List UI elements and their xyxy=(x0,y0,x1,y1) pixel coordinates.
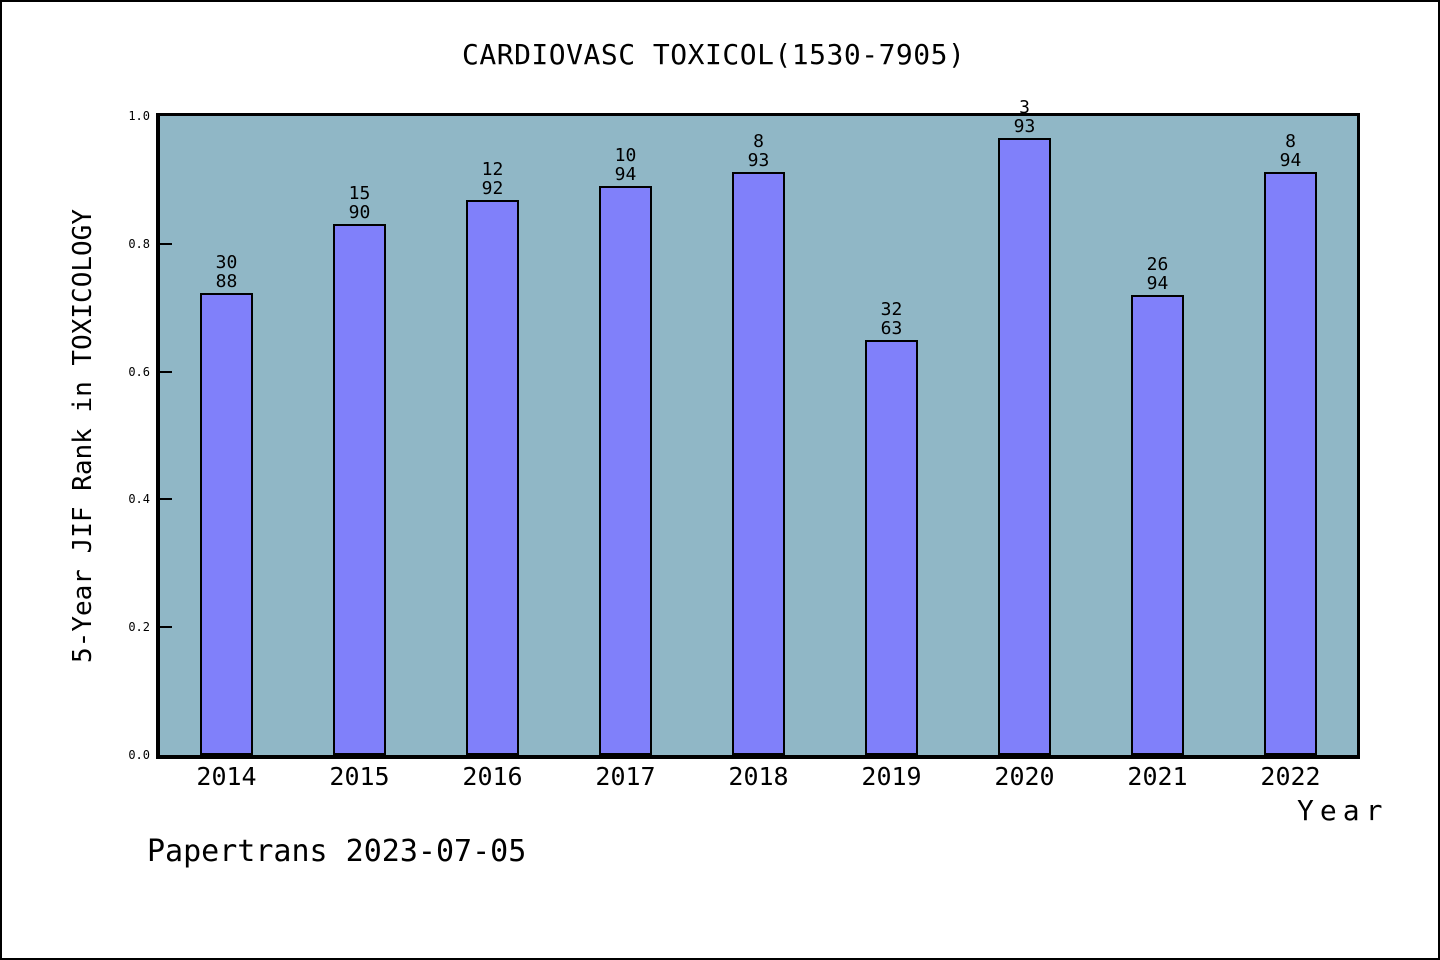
y-tick-label: 0.2 xyxy=(128,620,150,635)
bar-annotation-2018: 8 93 xyxy=(747,131,770,171)
bar-annotation-2019: 32 63 xyxy=(880,299,903,339)
bar-annotation-2014: 30 88 xyxy=(215,252,238,292)
bar-2019 xyxy=(865,340,918,755)
bar-2015 xyxy=(333,224,386,755)
bar-annotation-2015: 15 90 xyxy=(348,183,371,223)
y-tick-label: 0.6 xyxy=(128,364,150,379)
bar-annotation-2021: 26 94 xyxy=(1146,254,1169,294)
y-tick-label: 0.4 xyxy=(128,492,150,507)
x-tick-label-2022: 2022 xyxy=(1260,762,1321,791)
bar-2014 xyxy=(200,293,253,755)
bar-2018 xyxy=(732,172,785,755)
y-tick-label: 0.0 xyxy=(128,748,150,762)
bar-annotation-2020: 3 93 xyxy=(1013,97,1036,137)
x-tick-label-2020: 2020 xyxy=(994,762,1055,791)
bar-annotation-2017: 10 94 xyxy=(614,145,637,185)
y-tick-mark xyxy=(160,626,172,629)
x-tick-label-2015: 2015 xyxy=(329,762,390,791)
x-axis-title: Year xyxy=(1297,794,1389,827)
bar-2021 xyxy=(1131,295,1184,755)
y-axis-title-text: 5-Year JIF Rank in TOXICOLOGY xyxy=(68,209,98,663)
bar-2020 xyxy=(998,138,1051,755)
bars-container: 30 88 15 90 12 92 10 94 8 93 32 63 3 93 26 94 8 … xyxy=(160,98,1357,755)
plot-area: 30 88 15 90 12 92 10 94 8 93 32 63 3 93 26 94 8 … xyxy=(156,98,1360,759)
x-tick-label-2016: 2016 xyxy=(462,762,523,791)
x-tick-label-2018: 2018 xyxy=(728,762,789,791)
y-tick-mark xyxy=(160,370,172,373)
bar-2022 xyxy=(1264,172,1317,755)
bar-2017 xyxy=(599,186,652,755)
y-tick-mark xyxy=(160,498,172,501)
x-tick-label-2019: 2019 xyxy=(861,762,922,791)
bar-2016 xyxy=(466,200,519,755)
chart-title: CARDIOVASC TOXICOL(1530-7905) xyxy=(462,38,966,71)
y-tick-label: 1.0 xyxy=(128,109,150,123)
x-tick-label-2017: 2017 xyxy=(595,762,656,791)
bar-annotation-2022: 8 94 xyxy=(1279,131,1302,171)
x-tick-label-2014: 2014 xyxy=(196,762,257,791)
bar-annotation-2016: 12 92 xyxy=(481,159,504,199)
watermark-text: Papertrans 2023-07-05 xyxy=(147,834,527,869)
y-tick-label: 0.8 xyxy=(128,236,150,251)
x-tick-label-2021: 2021 xyxy=(1127,762,1188,791)
y-tick-mark xyxy=(160,242,172,245)
